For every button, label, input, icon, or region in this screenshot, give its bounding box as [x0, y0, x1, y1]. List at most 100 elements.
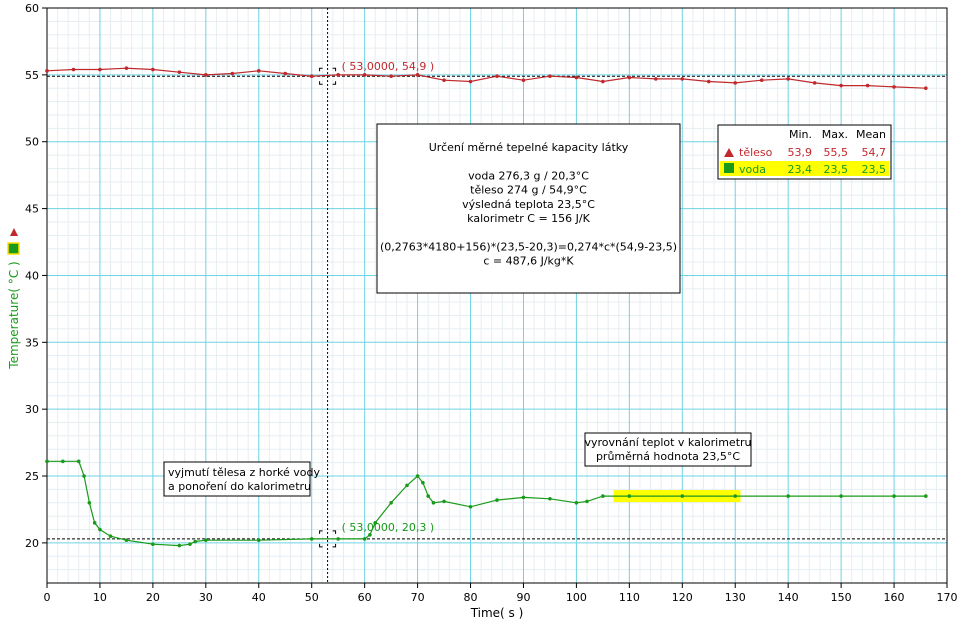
note-right-line: průměrná hodnota 23,5°C: [596, 450, 740, 463]
data-point: [839, 83, 843, 88]
data-point: [177, 70, 182, 74]
data-point: [309, 537, 314, 541]
legend-label-voda: voda: [739, 163, 766, 176]
data-point: [601, 79, 605, 84]
data-point: [389, 74, 393, 78]
x-tick-label: 80: [464, 591, 478, 604]
info-box-line: výsledná teplota 23,5°C: [462, 198, 595, 211]
data-point: [786, 494, 790, 498]
data-point: [204, 73, 208, 77]
legend-marker-teleso: [724, 148, 734, 157]
y-tick-label: 55: [25, 69, 39, 82]
data-point: [368, 533, 372, 537]
data-point: [680, 77, 685, 81]
data-point: [521, 495, 526, 500]
data-point: [71, 67, 76, 72]
info-box-line: voda 276,3 g / 20,3°C: [468, 169, 589, 182]
data-point: [362, 73, 367, 77]
note-left-line: a ponoření do kalorimetru: [168, 480, 311, 493]
legend-marker-voda: [724, 163, 734, 173]
data-point: [892, 494, 896, 498]
data-point: [574, 500, 579, 505]
x-tick-label: 160: [884, 591, 905, 604]
y-tick-label: 35: [25, 336, 39, 349]
data-point: [421, 480, 425, 485]
x-tick-label: 50: [305, 591, 319, 604]
data-point: [442, 499, 446, 504]
legend-teleso-min: 53,9: [788, 146, 813, 159]
data-point: [426, 494, 430, 498]
data-point: [45, 459, 49, 464]
data-point: [98, 527, 102, 532]
data-point: [654, 77, 658, 81]
legend-teleso-max: 55,5: [824, 146, 849, 159]
data-point: [98, 67, 102, 72]
plot-area: [47, 8, 947, 583]
data-point: [495, 498, 499, 502]
data-point: [468, 504, 473, 509]
data-point: [362, 537, 367, 541]
y-tick-label: 40: [25, 269, 39, 282]
data-point: [786, 77, 790, 81]
data-point: [124, 66, 129, 70]
data-point: [283, 71, 288, 76]
legend-teleso-mean: 54,7: [862, 146, 887, 159]
x-tick-label: 110: [619, 591, 640, 604]
y-axis-series-marker-voda: [7, 242, 20, 255]
data-point: [759, 78, 764, 83]
y-tick-label: 20: [25, 537, 39, 550]
data-point: [924, 494, 928, 498]
legend-header: Min.: [789, 128, 812, 141]
data-point: [706, 79, 711, 84]
data-point: [256, 69, 261, 73]
data-point: [431, 500, 436, 505]
x-tick-label: 140: [778, 591, 799, 604]
y-tick-label: 50: [25, 136, 39, 149]
legend-voda-mean: 23,5: [862, 163, 887, 176]
data-point: [61, 459, 65, 464]
x-tick-label: 0: [44, 591, 51, 604]
legend-voda-min: 23,4: [788, 163, 813, 176]
data-point: [468, 79, 473, 84]
data-point: [548, 496, 552, 501]
data-point: [336, 73, 340, 77]
data-point: [405, 483, 409, 488]
info-box-line: kalorimetr C = 156 J/K: [467, 212, 590, 225]
x-tick-label: 20: [146, 591, 160, 604]
data-point: [108, 534, 113, 538]
cursor-bracket-top[interactable]: [319, 67, 337, 85]
cursor-bracket-bottom[interactable]: [319, 530, 337, 548]
data-point: [415, 73, 420, 77]
data-point: [256, 538, 261, 543]
info-box-line: Určení měrné tepelné kapacity látky: [429, 141, 629, 154]
data-point: [495, 74, 499, 78]
legend-label-teleso: těleso: [739, 146, 773, 159]
x-tick-label: 10: [93, 591, 107, 604]
x-tick-label: 70: [411, 591, 425, 604]
data-point: [151, 67, 155, 72]
data-point: [204, 538, 208, 543]
data-point: [45, 69, 49, 73]
data-point: [521, 78, 526, 83]
data-point: [415, 474, 420, 478]
info-box: [376, 123, 681, 294]
data-point: [188, 542, 192, 547]
x-tick-label: 100: [566, 591, 587, 604]
x-tick-label: 60: [358, 591, 372, 604]
data-point: [812, 81, 817, 85]
data-point: [230, 71, 235, 76]
data-point: [309, 74, 314, 78]
info-box-line: (0,2763*4180+156)*(23,5-20,3)=0,274*c*(5…: [380, 240, 677, 253]
note-left-line: vyjmutí tělesa z horké vody: [168, 466, 320, 479]
y-tick-label: 45: [25, 203, 39, 216]
data-point: [627, 75, 632, 80]
data-point: [839, 494, 843, 498]
data-point: [680, 494, 685, 498]
data-point: [574, 75, 579, 80]
data-point: [865, 83, 870, 88]
data-point: [82, 474, 86, 478]
data-point: [336, 537, 340, 541]
x-tick-label: 170: [937, 591, 958, 604]
